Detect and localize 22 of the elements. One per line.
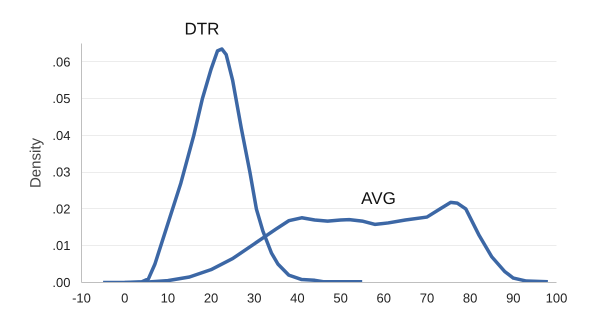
- y-tick-label: .04: [52, 128, 71, 143]
- annotation: AVG: [361, 189, 396, 208]
- x-tick-label: -10: [72, 290, 91, 306]
- y-tick-label: .05: [52, 91, 71, 106]
- x-tick-label: 90: [506, 290, 521, 306]
- text: DTR: [184, 20, 220, 38]
- x-tick-label: 0: [121, 290, 128, 306]
- x-tick-label: 10: [160, 290, 176, 306]
- y-tick-label: .06: [52, 54, 71, 70]
- x-tick-label: 80: [462, 290, 478, 306]
- y-tick-label: .00: [52, 275, 71, 290]
- x-tick-label: 50: [333, 290, 348, 306]
- y-tick-label: .01: [52, 238, 71, 254]
- x-tick-label: 40: [290, 290, 305, 306]
- x-tick-label: 30: [246, 290, 262, 306]
- x-tick-label: 70: [420, 290, 434, 306]
- y-axis-title: Density: [27, 137, 44, 188]
- x-tick-label: 100: [546, 290, 568, 306]
- x-tick-label: 20: [204, 290, 218, 306]
- y-tick-label: .03: [52, 164, 71, 180]
- x-tick-label: 60: [376, 290, 392, 306]
- y-tick-label: .02: [52, 201, 71, 216]
